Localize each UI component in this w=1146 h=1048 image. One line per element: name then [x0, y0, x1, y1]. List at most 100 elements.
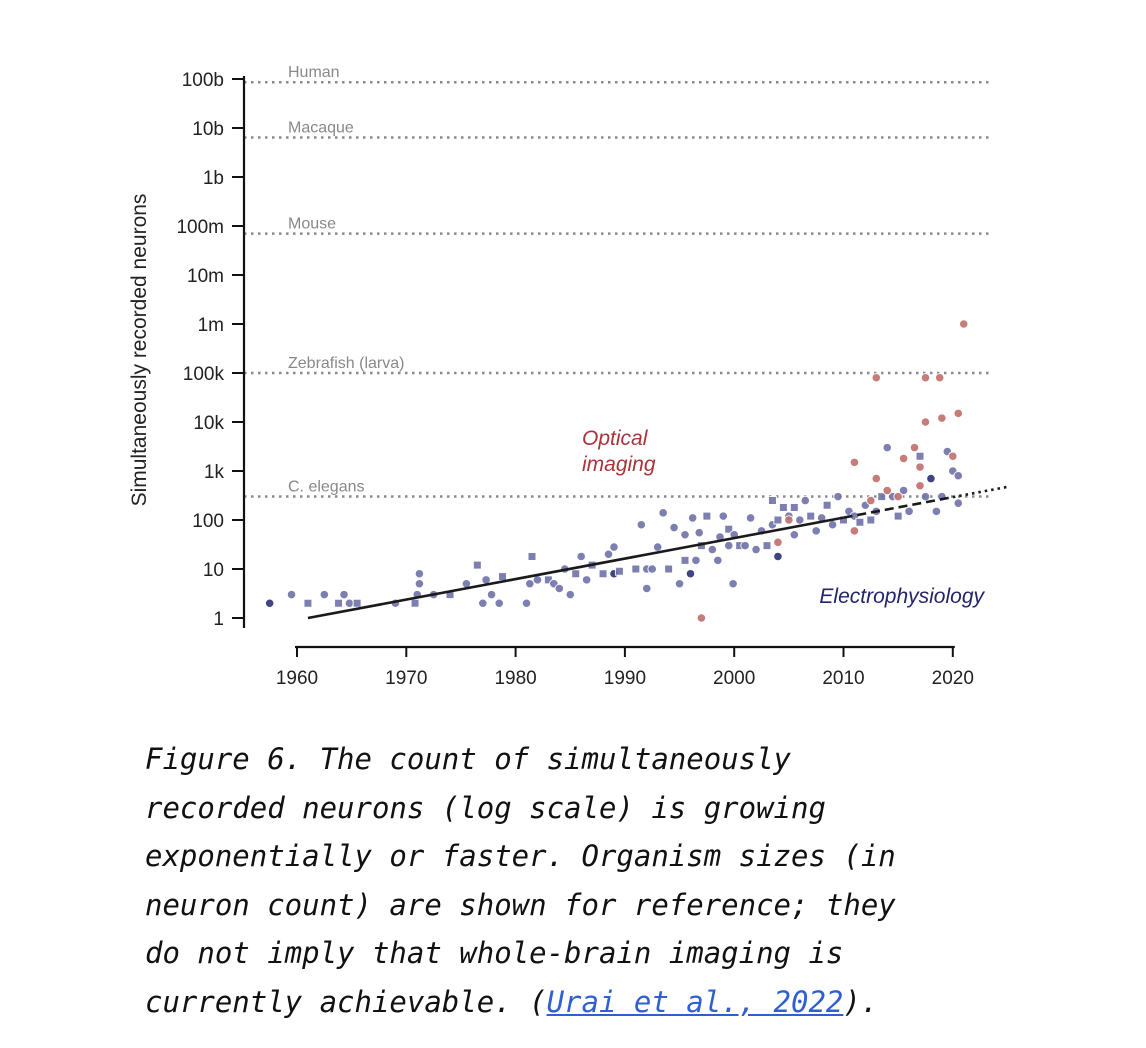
electrophysiology-point — [554, 583, 565, 594]
y-tick-label: 10b — [192, 119, 224, 140]
electrophysiology-point — [680, 555, 690, 565]
reference-label: Mouse — [288, 216, 336, 233]
electrophysiology-point — [822, 500, 832, 510]
electrophysiology-point — [658, 508, 668, 518]
annotations: Optical imaging Electrophysiology — [582, 427, 985, 608]
x-tick-label: 2010 — [822, 668, 864, 689]
y-tick-label: 10 — [203, 560, 224, 581]
electrophysiology-point — [486, 589, 497, 600]
y-tick-label: 1k — [204, 462, 225, 483]
electrophysiology-point — [953, 498, 964, 509]
electrophysiology-point — [789, 502, 799, 512]
y-tick-label: 1 — [213, 609, 224, 630]
electrophysiology-point — [334, 598, 344, 608]
electrophysiology-point — [652, 542, 663, 552]
optical-imaging-label: Optical — [582, 427, 649, 450]
electrophysiology-point — [414, 578, 425, 589]
y-tick-label: 100 — [192, 511, 224, 532]
x-tick-label: 1990 — [604, 668, 646, 689]
electrophysiology-point — [527, 551, 537, 561]
electrophysiology-point — [773, 551, 783, 562]
electrophysiology-point — [855, 517, 865, 527]
electrophysiology-point — [811, 526, 821, 536]
electrophysiology-point — [920, 491, 931, 502]
optical-imaging-point — [898, 453, 909, 464]
electrophysiology-point — [674, 578, 685, 589]
electrophysiology-label: Electrophysiology — [819, 585, 985, 608]
citation-link[interactable]: Urai et al., 2022 — [546, 984, 844, 1019]
electrophysiology-point — [898, 485, 909, 496]
electrophysiology-point — [839, 515, 848, 525]
reference-label: C. elegans — [288, 478, 365, 495]
electrophysiology-point — [723, 540, 734, 551]
electrophysiology-point — [789, 529, 800, 540]
electrophysiology-point — [680, 529, 690, 540]
electrophysiology-point — [641, 583, 652, 594]
electrophysiology-point — [685, 568, 696, 579]
electrophysiology-point — [904, 506, 914, 517]
figure: Human Macaque Mouse Zebrafish (larva) C. ele… — [128, 64, 1008, 689]
electrophysiology-point — [718, 511, 729, 521]
reference-label: Macaque — [288, 119, 354, 136]
x-tick-label: 1960 — [276, 668, 318, 689]
electrophysiology-point — [773, 515, 783, 525]
electrophysiology-point — [636, 519, 647, 530]
electrophysiology-point — [344, 598, 355, 609]
electrophysiology-point — [571, 569, 581, 579]
caption-end: ). — [843, 984, 879, 1019]
trend-line — [307, 485, 1008, 620]
optical-imaging-point — [948, 451, 958, 462]
x-tick-label: 2020 — [932, 668, 974, 689]
electrophysiology-point — [691, 555, 701, 566]
optical-imaging-label: imaging — [582, 453, 656, 476]
electrophysiology-point — [762, 541, 772, 551]
optical-imaging-point — [953, 408, 964, 419]
electrophysiology-point — [893, 511, 903, 521]
axes: 1 10 100 1k 10k 100k 1m 10m 100m 1b 10b 100b 1960 197… — [128, 70, 974, 689]
electrophysiology-point — [778, 502, 788, 512]
electrophysiology-point — [494, 598, 505, 609]
electrophysiology-point — [521, 598, 532, 609]
electrophysiology-point — [877, 492, 887, 502]
electrophysiology-point — [931, 506, 942, 517]
electrophysiology-point — [581, 575, 592, 585]
reference-label: Human — [288, 64, 340, 81]
electrophysiology-point — [303, 598, 313, 608]
electrophysiology-point — [926, 473, 936, 484]
electrophysiology-point — [352, 598, 362, 608]
optical-imaging-point — [920, 372, 931, 383]
electrophysiology-point — [767, 496, 777, 506]
caption-text: Figure 6. The count of simultaneously re… — [145, 742, 896, 1019]
optical-imaging-point — [784, 515, 794, 525]
neuron-count-chart: Human Macaque Mouse Zebrafish (larva) C. ele… — [128, 64, 1008, 689]
electrophysiology-point — [472, 560, 482, 570]
electrophysiology-point — [647, 564, 658, 574]
electrophysiology-point — [724, 524, 734, 534]
electrophysiology-point — [603, 549, 614, 560]
optical-imaging-point — [871, 372, 882, 383]
electrophysiology-point — [478, 598, 488, 609]
y-tick-label: 100k — [183, 364, 225, 385]
optical-imaging-point — [934, 372, 945, 383]
y-axis-label: Simultaneously recorded neurons — [128, 194, 151, 507]
electrophysiology-point — [833, 491, 843, 502]
x-tick-label: 1970 — [385, 668, 427, 689]
y-tick-label: 1m — [198, 315, 224, 336]
optical-imaging-point — [915, 480, 925, 491]
electrophysiology-point — [707, 544, 718, 555]
electrophysiology-point — [598, 569, 608, 579]
electrophysiology-point — [702, 511, 712, 521]
electrophysiology-point — [751, 544, 761, 555]
optical-imaging-point — [849, 526, 860, 536]
electrophysiology-point — [339, 589, 349, 600]
electrophysiology-point — [882, 442, 893, 453]
electrophysiology-point — [800, 495, 811, 506]
y-tick-label: 1b — [203, 168, 224, 189]
electrophysiology-point — [728, 578, 738, 589]
electrophysiology-point — [915, 451, 925, 461]
figure-caption: Figure 6. The count of simultaneously re… — [145, 735, 1025, 1026]
optical-imaging-point — [696, 613, 707, 623]
electrophysiology-point — [631, 564, 641, 574]
electrophysiology-point — [827, 519, 838, 530]
electrophysiology-point — [694, 527, 705, 538]
